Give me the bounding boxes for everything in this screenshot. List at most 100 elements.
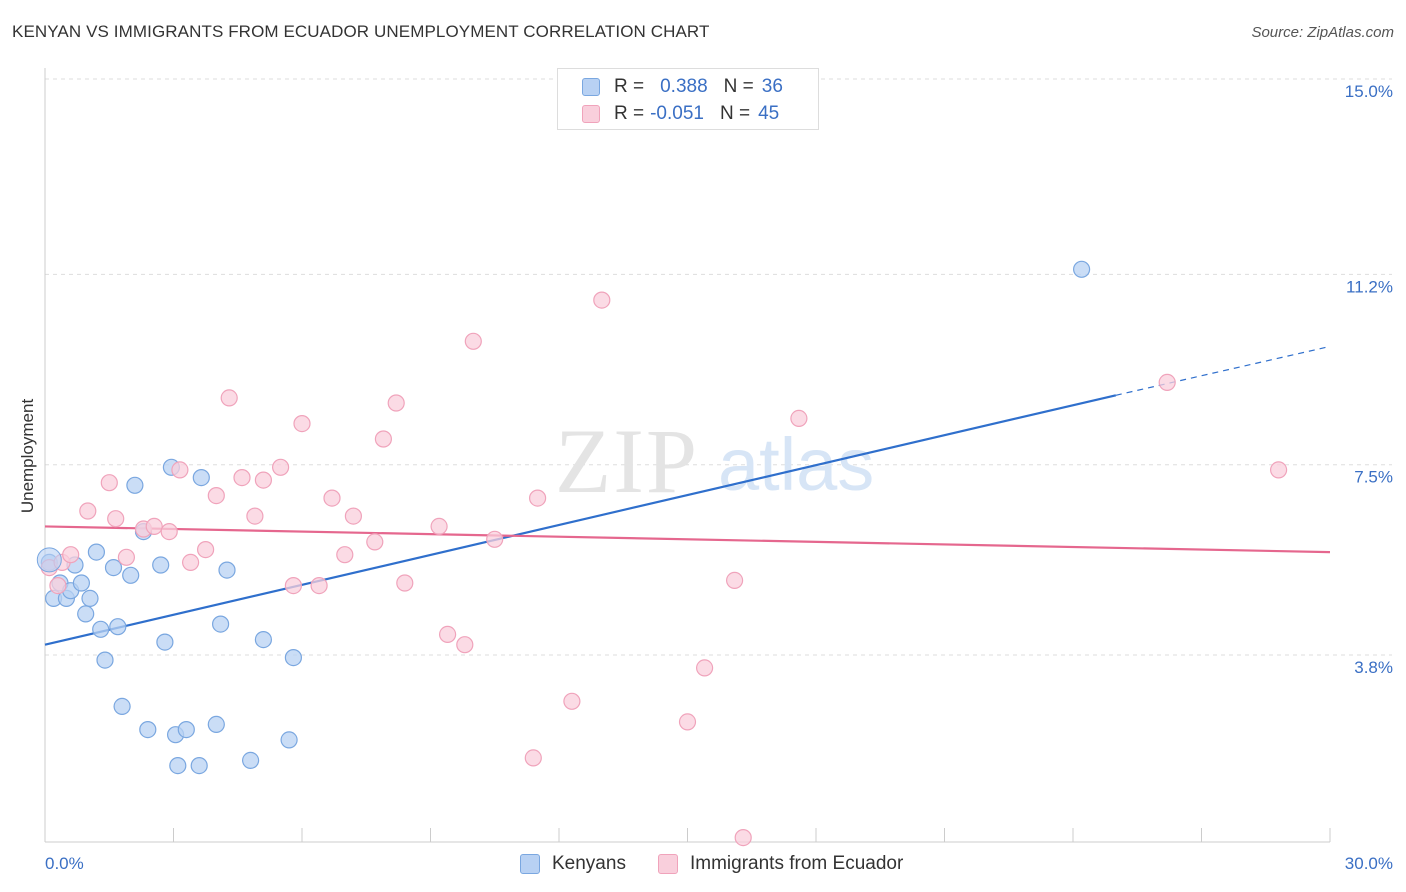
ecuador-point [528,489,547,507]
legend-r-label: R = [614,103,645,124]
kenyans-point [218,561,236,579]
kenyans-point [77,605,95,623]
kenyans-legend-swatch [520,854,540,874]
ecuador-point [396,574,414,592]
ecuador-point [1158,373,1176,391]
ecuador-point [725,571,744,590]
ecuador-point [254,471,272,489]
kenyans-point [242,751,260,770]
legend-r-label: R = [614,76,645,97]
ecuador-point [366,533,384,551]
kenyans-point [1072,260,1091,278]
legend-n-value: 36 [761,76,783,97]
legend-n-label: N = [723,76,754,97]
kenyans-point [139,720,157,739]
kenyans-point [81,589,99,608]
ecuador-point [284,576,302,595]
kenyans-point [104,558,123,577]
ecuador-point [524,749,542,767]
grid-lines [45,78,1392,656]
y-tick-label: 3.8% [1354,658,1393,677]
kenyans-point [113,697,131,716]
kenyans-point [87,543,106,561]
correlation-legend: R = 0.388 N = 36 R = -0.051 N = 45 [557,68,819,130]
ecuador-point [293,415,311,433]
kenyans-point [192,469,210,487]
ecuador-point [145,517,163,536]
ecuador-point [336,546,354,564]
ecuador-point [49,576,67,595]
ecuador-point [62,546,80,564]
data-points [36,260,1288,847]
ecuador-point [439,625,457,644]
x-tick-label-max: 30.0% [1345,854,1393,873]
kenyans-legend-label: Kenyans [552,853,626,874]
ecuador-point [107,510,125,528]
axes [44,68,1331,843]
ecuador-point [220,389,238,407]
ecuador-point [678,713,697,731]
kenyans-point [212,615,230,633]
ecuador-point [1269,461,1288,479]
legend-r-value: -0.051 [650,103,704,124]
ecuador-point [563,692,581,710]
ecuador-swatch [582,105,600,123]
y-tick-label: 15.0% [1345,82,1393,101]
watermark-zip: ZIP [555,410,699,512]
kenyans-point [190,756,208,775]
watermark-atlas: atlas [718,423,874,506]
ecuador-point [695,659,714,677]
kenyans-point [280,731,298,749]
kenyans-trend-extension [1115,345,1331,396]
kenyans-swatch [582,78,600,96]
tick-labels: 3.8% 7.5% 11.2% 15.0% 0.0% 30.0% [45,82,1393,873]
chart-source: Source: ZipAtlas.com [1251,24,1394,41]
kenyans-point [122,566,140,584]
legend-r-value: 0.388 [660,76,708,97]
kenyans-point [169,756,187,775]
kenyans-point [96,651,114,669]
legend-n-value: 45 [758,103,780,124]
ecuador-point [160,522,178,541]
ecuador-point [207,487,225,505]
ecuador-point [246,507,264,525]
ecuador-trend-line [44,525,1331,554]
legend-row-ecuador: R = -0.051 N = 45 [582,102,779,126]
bottom-legend-kenyans: Kenyans [520,852,626,876]
x-tick-label-min: 0.0% [45,854,84,873]
legend-n-label: N = [719,103,751,124]
kenyans-point [92,620,110,638]
ecuador-point [790,409,808,427]
ecuador-point [486,530,504,548]
ecuador-point [734,828,752,847]
ecuador-point [171,461,189,479]
ecuador-legend-label: Immigrants from Ecuador [690,853,904,874]
ecuador-point [323,489,341,507]
kenyans-point [72,574,91,592]
trend-lines [44,345,1331,646]
ecuador-point [272,458,290,476]
kenyans-point [177,720,195,739]
ecuador-point [117,548,136,566]
y-tick-label: 7.5% [1354,468,1393,487]
ecuador-point [344,507,362,525]
ecuador-legend-swatch [658,854,678,874]
legend-row-kenyans: R = 0.388 N = 36 [582,75,783,99]
ecuador-point [593,291,611,309]
ecuador-point [79,502,97,520]
kenyans-point-large [36,547,62,573]
ecuador-point [464,332,482,350]
kenyans-point [126,476,144,494]
ecuador-point [387,394,405,412]
bottom-legend-ecuador: Immigrants from Ecuador [658,852,903,876]
ecuador-point [374,430,392,448]
kenyans-point [109,618,127,636]
chart-title: KENYAN VS IMMIGRANTS FROM ECUADOR UNEMPL… [12,22,710,41]
kenyans-point [156,633,174,651]
ecuador-point [233,469,251,487]
kenyans-point [284,648,302,667]
ecuador-point [197,540,215,559]
ecuador-point [182,553,200,572]
kenyans-point [254,630,272,649]
